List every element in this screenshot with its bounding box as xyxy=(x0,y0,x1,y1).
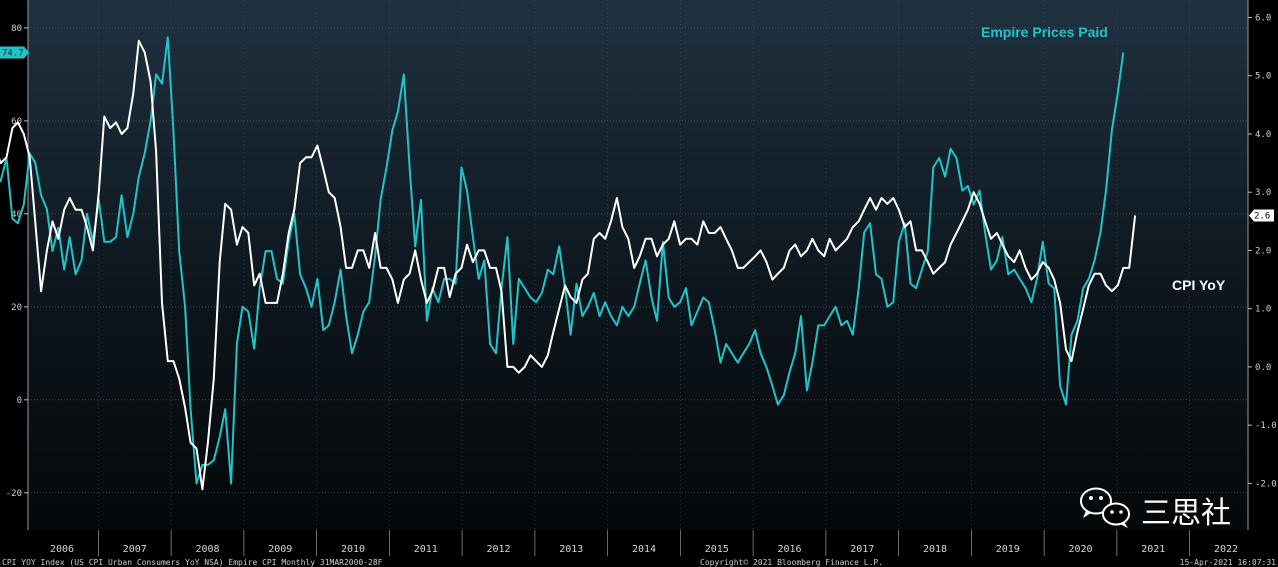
left-axis-ticks: 80 60 40 20 0 -20 xyxy=(6,24,28,499)
right-tick-label: 3.0 xyxy=(1255,188,1271,198)
x-axis-year-labels: 2006 2007 2008 2009 2010 2011 2012 2013 2014 2015… xyxy=(50,544,1238,555)
footer-timestamp: 15-Apr-2021 16:07:31 xyxy=(1180,558,1277,567)
footer-copyright: Copyright© 2021 Bloomberg Finance L.P. xyxy=(700,558,883,567)
empire-last-value: 74.7 xyxy=(2,49,24,59)
x-axis-year-dividers xyxy=(97,530,1191,556)
x-axis-year-label: 2007 xyxy=(123,544,147,555)
right-tick-label: 1.0 xyxy=(1255,305,1271,315)
right-tick-label: -1.0 xyxy=(1255,421,1277,431)
empire-series-label: Empire Prices Paid xyxy=(981,24,1108,40)
left-tick-label: 80 xyxy=(11,24,22,34)
cpi-yoy-line xyxy=(0,39,1137,491)
empire-last-value-badge: 74.7 xyxy=(0,46,29,59)
right-tick-label: -2.0 xyxy=(1255,479,1277,489)
left-tick-label: 60 xyxy=(11,117,22,127)
x-axis-year-label: 2014 xyxy=(632,544,656,555)
x-axis-year-label: 2022 xyxy=(1214,544,1238,555)
horizontal-gridlines xyxy=(28,27,1248,494)
x-axis-year-label: 2019 xyxy=(996,544,1020,555)
x-axis-year-label: 2017 xyxy=(850,544,874,555)
right-tick-label: 4.0 xyxy=(1255,130,1271,140)
right-tick-label: 2.0 xyxy=(1255,246,1271,256)
x-axis-year-label: 2006 xyxy=(50,544,74,555)
right-tick-label: 5.0 xyxy=(1255,72,1271,82)
x-axis-year-label: 2008 xyxy=(195,544,219,555)
x-axis-year-label: 2012 xyxy=(486,544,510,555)
x-axis-year-label: 2010 xyxy=(341,544,365,555)
left-tick-label: -20 xyxy=(6,489,22,499)
right-tick-label: 6.0 xyxy=(1255,13,1271,23)
vertical-gridlines xyxy=(98,0,1190,530)
x-axis-year-label: 2011 xyxy=(414,544,438,555)
watermark: 三思社 xyxy=(1080,487,1231,531)
right-tick-label: 0.0 xyxy=(1255,363,1271,373)
left-tick-label: 0 xyxy=(17,396,22,406)
series-lines xyxy=(0,36,1137,491)
cpi-last-value-badge: 2.6 xyxy=(1249,209,1274,222)
footer-source: CPI YOY Index (US CPI Urban Consumers Yo… xyxy=(2,558,383,567)
x-axis-year-label: 2018 xyxy=(923,544,947,555)
cpi-series-label: CPI YoY xyxy=(1172,277,1226,293)
right-axis-ticks: 6.0 5.0 4.0 3.0 2.0 1.0 0.0 -1.0 -2.0 xyxy=(1248,13,1277,489)
wechat-icon xyxy=(1080,487,1130,528)
x-axis-year-label: 2021 xyxy=(1141,544,1165,555)
x-axis-year-label: 2015 xyxy=(705,544,729,555)
x-axis-band xyxy=(28,530,1248,556)
x-axis-year-label: 2013 xyxy=(559,544,583,555)
left-tick-label: 20 xyxy=(11,303,22,313)
left-tick-label: 40 xyxy=(11,210,22,220)
plot-area xyxy=(28,0,1248,530)
x-axis-year-label: 2016 xyxy=(777,544,801,555)
empire-prices-paid-line xyxy=(0,36,1125,485)
cpi-last-value: 2.6 xyxy=(1254,211,1270,221)
watermark-text: 三思社 xyxy=(1141,496,1231,531)
x-axis-year-label: 2020 xyxy=(1068,544,1092,555)
x-axis-year-label: 2009 xyxy=(268,544,292,555)
